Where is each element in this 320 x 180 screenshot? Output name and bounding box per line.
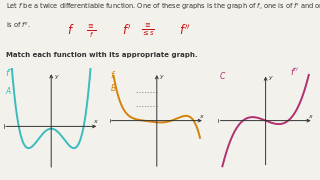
Text: $f''$: $f''$ [290, 66, 299, 77]
Text: $x$: $x$ [199, 113, 205, 120]
Text: $y$: $y$ [159, 73, 165, 81]
Text: $B$: $B$ [110, 82, 117, 93]
Text: $f''$: $f''$ [179, 23, 191, 38]
Text: is of $f''$.: is of $f''$. [6, 20, 31, 30]
Text: $f''$: $f''$ [5, 67, 14, 78]
Text: $x$: $x$ [93, 118, 99, 125]
Text: $f$: $f$ [67, 23, 75, 37]
Text: $f$: $f$ [110, 69, 117, 80]
Text: $y$: $y$ [54, 73, 60, 81]
Text: $\frac{\equiv}{\leq s}$: $\frac{\equiv}{\leq s}$ [141, 23, 155, 39]
Text: Match each function with its appropriate graph.: Match each function with its appropriate… [6, 52, 198, 58]
Text: $C$: $C$ [219, 70, 227, 81]
Text: $\frac{\equiv}{f}$: $\frac{\equiv}{f}$ [86, 23, 97, 40]
Text: $A$: $A$ [5, 86, 12, 96]
Text: $x$: $x$ [308, 113, 314, 120]
Text: Let $f$ be a twice differentiable function. One of these graphs is the graph of : Let $f$ be a twice differentiable functi… [6, 2, 320, 13]
Text: $y$: $y$ [268, 74, 274, 82]
Text: $f'$: $f'$ [122, 23, 131, 38]
